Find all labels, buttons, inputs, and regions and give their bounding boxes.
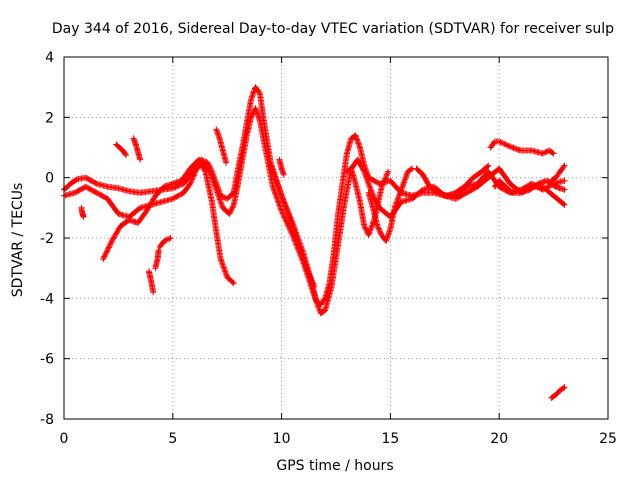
x-tick-label: 5 [168, 431, 177, 447]
data-segment [113, 141, 129, 158]
data-points [61, 84, 568, 401]
x-tick-label: 0 [60, 431, 69, 447]
axis-ticks: 0 5 10 15 20 25 -8 -6 -4 -2 0 2 4 [40, 50, 617, 447]
y-axis-label: SDTVAR / TECUs [10, 183, 26, 298]
data-segment [365, 165, 416, 244]
data-segment [130, 135, 144, 163]
data-marker [152, 247, 162, 272]
y-tick-label: 0 [45, 171, 54, 187]
chart-title: Day 344 of 2016, Sidereal Day-to-day VTE… [52, 21, 614, 37]
data-marker [78, 204, 87, 220]
data-marker [548, 384, 568, 401]
x-tick-label: 20 [490, 431, 508, 447]
y-tick-label: 2 [45, 110, 54, 126]
data-marker [491, 177, 568, 196]
data-segment [548, 384, 568, 401]
data-marker [267, 162, 318, 290]
data-marker [213, 126, 230, 166]
data-segment [413, 162, 492, 199]
data-marker [276, 156, 287, 178]
y-tick-label: 4 [45, 50, 54, 66]
data-marker [145, 268, 157, 296]
data-marker [365, 165, 416, 244]
data-marker [487, 138, 557, 157]
data-marker [100, 156, 237, 287]
data-segment [267, 162, 318, 290]
y-tick-label: -2 [40, 231, 54, 247]
data-segment [145, 268, 157, 296]
data-segment [78, 204, 87, 220]
x-tick-label: 25 [599, 431, 617, 447]
data-marker [156, 235, 174, 250]
y-tick-label: -8 [40, 412, 54, 428]
x-tick-label: 15 [381, 431, 399, 447]
data-marker [113, 141, 129, 158]
data-marker [413, 162, 492, 199]
data-segment [100, 156, 237, 287]
data-segment [548, 162, 568, 184]
data-segment [152, 247, 162, 272]
y-tick-label: -6 [40, 352, 54, 368]
x-axis-label: GPS time / hours [276, 458, 393, 474]
data-segment [156, 235, 174, 250]
data-marker [548, 162, 568, 184]
data-segment [276, 156, 287, 178]
y-tick-label: -4 [40, 291, 54, 307]
data-segment [213, 126, 230, 166]
data-segment [491, 177, 568, 196]
x-tick-label: 10 [273, 431, 291, 447]
data-segment [487, 138, 557, 157]
data-marker [130, 135, 144, 163]
